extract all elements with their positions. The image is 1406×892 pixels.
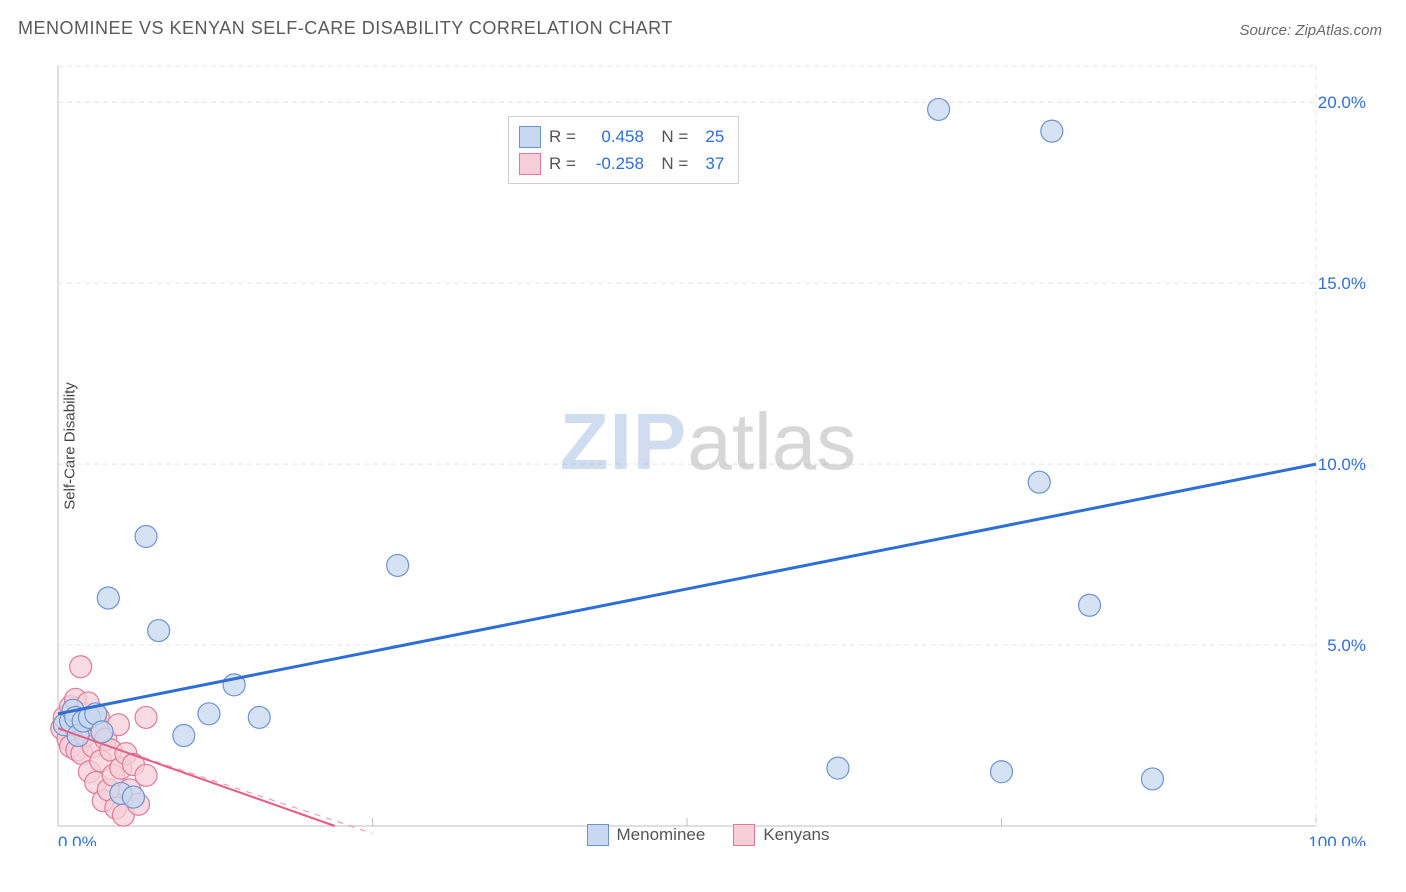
stat-value-n: 37 [696, 150, 724, 177]
stat-label-r: R = [549, 123, 576, 150]
legend-label: Menominee [617, 825, 706, 845]
scatter-chart: 5.0%10.0%15.0%20.0%0.0%100.0% ZIPatlas R… [48, 56, 1368, 846]
legend-item: Menominee [587, 824, 706, 846]
svg-text:10.0%: 10.0% [1318, 455, 1366, 474]
legend: Menominee Kenyans [48, 824, 1368, 846]
stat-value-n: 25 [696, 123, 724, 150]
correlation-stats-box: R = 0.458 N = 25 R = -0.258 N = 37 [508, 116, 739, 184]
svg-text:20.0%: 20.0% [1318, 93, 1366, 112]
chart-title: MENOMINEE VS KENYAN SELF-CARE DISABILITY… [18, 18, 673, 39]
source-attribution: Source: ZipAtlas.com [1239, 22, 1382, 39]
svg-text:5.0%: 5.0% [1327, 636, 1366, 655]
stats-row: R = -0.258 N = 37 [519, 150, 724, 177]
stat-value-r: 0.458 [584, 123, 644, 150]
series-swatch-icon [519, 126, 541, 148]
series-swatch-icon [519, 153, 541, 175]
stat-label-r: R = [549, 150, 576, 177]
legend-label: Kenyans [763, 825, 829, 845]
stat-label-n: N = [652, 123, 688, 150]
legend-swatch-icon [587, 824, 609, 846]
legend-item: Kenyans [733, 824, 829, 846]
stat-label-n: N = [652, 150, 688, 177]
legend-swatch-icon [733, 824, 755, 846]
svg-text:15.0%: 15.0% [1318, 274, 1366, 293]
stat-value-r: -0.258 [584, 150, 644, 177]
stats-row: R = 0.458 N = 25 [519, 123, 724, 150]
